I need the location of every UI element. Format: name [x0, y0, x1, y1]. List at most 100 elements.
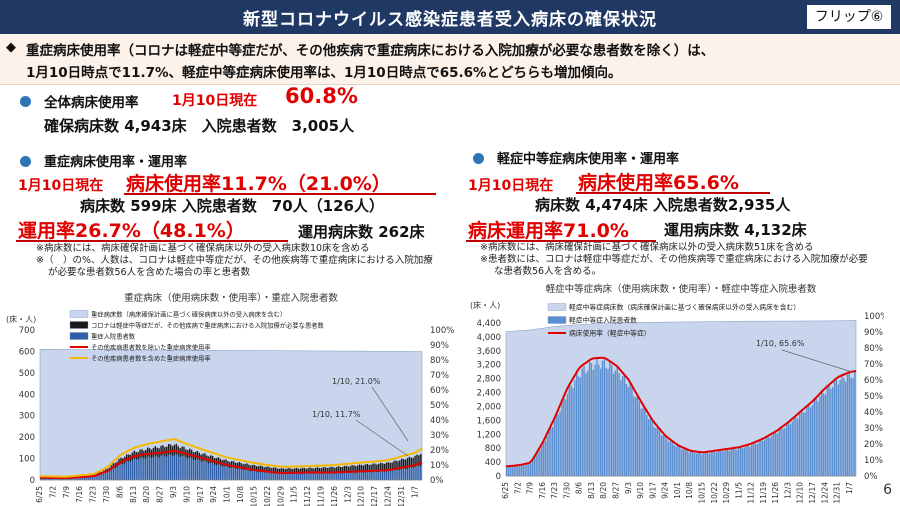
patient-bar	[618, 373, 620, 476]
patient-bar	[732, 447, 734, 476]
x-tick-label: 12/31	[833, 482, 842, 504]
legend-swatch	[547, 316, 567, 324]
y-axis-unit: (床・人)	[470, 300, 500, 310]
patient-bar	[231, 467, 233, 480]
patient-bar	[169, 454, 172, 480]
other-disease-bar	[141, 449, 143, 458]
other-disease-bar	[175, 443, 178, 455]
patient-bar	[253, 471, 256, 480]
patient-bar	[782, 428, 784, 476]
patient-bar	[533, 457, 536, 476]
patient-bar	[389, 471, 391, 480]
other-disease-bar	[358, 464, 361, 473]
x-tick-label: 8/13	[129, 486, 138, 503]
other-disease-bar	[225, 459, 227, 467]
patient-bar	[741, 448, 744, 476]
patient-bar	[106, 471, 109, 480]
patient-bar	[804, 412, 806, 476]
patient-bar	[164, 456, 166, 480]
patient-bar	[623, 374, 626, 476]
patient-bar	[693, 452, 696, 476]
patient-bar	[581, 368, 583, 476]
other-disease-bar	[318, 468, 321, 474]
patient-bar	[723, 450, 725, 476]
patient-bar	[320, 473, 323, 480]
patient-bar	[420, 465, 422, 480]
patient-bar	[261, 471, 263, 480]
patient-bar	[830, 388, 832, 476]
patient-bar	[286, 474, 288, 480]
patient-bar	[704, 451, 707, 476]
patient-bar	[644, 407, 646, 476]
patient-bar	[585, 372, 587, 476]
patient-bar	[557, 414, 559, 476]
other-disease-bar	[418, 455, 420, 467]
other-disease-bar	[334, 467, 336, 474]
patient-bar	[778, 429, 781, 476]
other-disease-bar	[420, 454, 422, 466]
other-disease-bar	[328, 467, 330, 474]
patient-bar	[334, 473, 336, 480]
patient-bar	[292, 474, 294, 480]
patient-bar	[330, 473, 332, 480]
patient-bar	[135, 459, 137, 480]
legend-label: 病床使用率（軽症中等症）	[569, 329, 651, 338]
patient-bar	[211, 462, 214, 480]
other-disease-bar	[311, 468, 313, 474]
other-disease-bar	[402, 459, 405, 469]
patient-bar	[194, 459, 197, 480]
patient-bar	[221, 466, 223, 480]
x-tick-label: 10/8	[685, 482, 694, 499]
patient-bar	[634, 397, 637, 476]
mild-date: 1月10日現在	[468, 178, 554, 194]
patient-bar	[129, 461, 132, 480]
patient-bar	[786, 423, 788, 476]
patient-bar	[57, 478, 59, 480]
other-disease-bar	[253, 465, 256, 472]
patient-bar	[752, 442, 755, 476]
mild-note-1: ※病床数には、病床確保計画に基づく確保病床以外の受入病床数51床を含める	[480, 242, 814, 253]
patient-bar	[345, 472, 348, 480]
patient-bar	[124, 463, 126, 480]
patient-bar	[366, 471, 369, 480]
x-tick-label: 6/25	[35, 486, 44, 503]
y-tick-label: 100	[19, 455, 35, 465]
patient-bar	[843, 378, 845, 476]
patient-bar	[751, 444, 753, 476]
patient-bar	[307, 473, 309, 480]
patient-bar	[541, 444, 543, 476]
patient-bar	[638, 401, 641, 476]
patient-bar	[574, 380, 576, 476]
patient-bar	[120, 464, 122, 480]
patient-bar	[290, 473, 292, 480]
other-disease-bar	[381, 463, 384, 472]
patient-bar	[640, 408, 642, 476]
capacity-area	[39, 348, 423, 481]
x-tick-label: 6/25	[501, 482, 510, 499]
patient-bar	[763, 440, 766, 476]
patient-bar	[616, 365, 618, 476]
other-disease-bar	[337, 466, 340, 474]
patient-bar	[690, 451, 692, 476]
other-disease-bar	[313, 468, 315, 474]
y-tick-label: 4,000	[477, 333, 501, 343]
patient-bar	[588, 361, 591, 476]
overall-rate: 60.8%	[285, 84, 358, 108]
patient-bar	[798, 413, 801, 476]
patient-bar	[383, 471, 386, 480]
patient-bar	[668, 441, 670, 476]
x-tick-label: 11/19	[316, 486, 325, 506]
y2-tick-label: 40%	[430, 416, 449, 426]
other-disease-bar	[284, 469, 286, 475]
patient-bar	[507, 466, 510, 476]
mild-note-2: ※患者数には、コロナは軽症中等症だが、その他疾病等で重症病床における入院加療が必…	[480, 254, 868, 265]
patient-bar	[658, 430, 661, 476]
bullet-dot-icon	[20, 156, 31, 167]
patient-bar	[61, 478, 63, 480]
other-disease-bar	[297, 468, 300, 474]
patient-bar	[550, 428, 552, 476]
patient-bar	[787, 421, 790, 476]
patient-bar	[158, 457, 160, 480]
x-tick-label: 11/26	[330, 486, 339, 506]
severe-date: 1月10日現在	[18, 178, 104, 194]
